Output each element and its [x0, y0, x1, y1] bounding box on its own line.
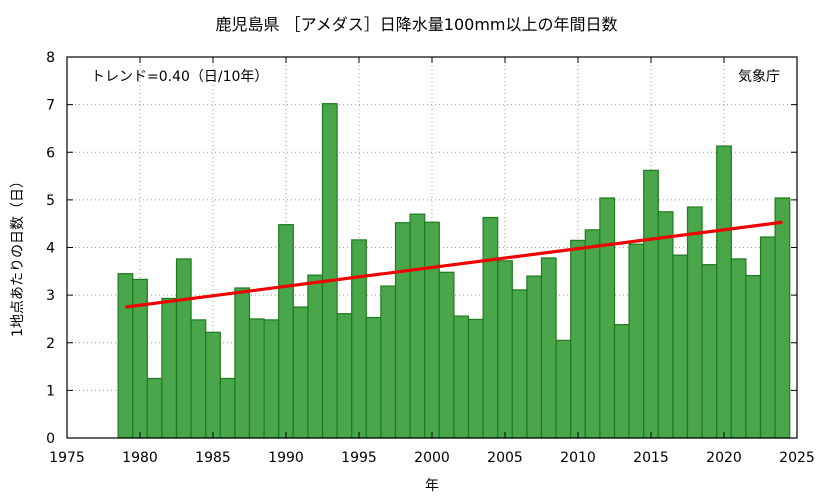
- x-tick-label: 1995: [341, 450, 377, 466]
- bar-1979: [117, 273, 134, 439]
- y-tick-label: 7: [46, 98, 55, 114]
- bar-1983: [175, 258, 192, 439]
- bar-2021: [730, 258, 747, 439]
- bar-2001: [438, 271, 455, 439]
- y-axis-label: 1地点あたりの日数（日）: [10, 174, 26, 337]
- y-tick-label: 1: [46, 383, 55, 399]
- x-tick-label: 1990: [268, 450, 304, 466]
- bar-2023: [759, 236, 776, 439]
- bar-1998: [394, 222, 411, 439]
- trend-annotation: トレンド=0.40（日/10年）: [91, 69, 268, 85]
- bar-1999: [409, 213, 426, 439]
- bar-2018: [686, 206, 703, 439]
- credit-label: 気象庁: [738, 69, 780, 85]
- bar-2017: [672, 254, 689, 439]
- bar-2019: [701, 264, 718, 439]
- x-tick-label: 1975: [49, 450, 85, 466]
- bar-1981: [146, 377, 163, 439]
- x-axis-label: 年: [425, 478, 439, 494]
- y-tick-label: 5: [46, 193, 55, 209]
- x-tick-label: 2005: [487, 450, 523, 466]
- bar-2022: [745, 274, 762, 439]
- bar-2000: [424, 221, 440, 439]
- x-tick-label: 1980: [122, 450, 158, 466]
- x-tick-label: 2000: [414, 450, 450, 466]
- bars-layer: [117, 103, 791, 439]
- bar-2011: [584, 229, 601, 439]
- bar-2020: [716, 145, 732, 439]
- bar-2003: [467, 318, 484, 439]
- bar-1995: [351, 239, 367, 439]
- bar-1982: [161, 297, 178, 439]
- bar-1990: [278, 224, 294, 439]
- x-tick-label: 2020: [706, 450, 742, 466]
- x-tick-label: 1985: [195, 450, 231, 466]
- chart-title: 鹿児島県 ［アメダス］日降水量100mm以上の年間日数: [215, 15, 618, 34]
- bar-2004: [482, 216, 499, 439]
- bar-1993: [321, 103, 338, 439]
- bar-1996: [365, 316, 382, 439]
- bar-2009: [555, 339, 572, 439]
- trend-layer: [125, 220, 783, 309]
- x-tick-label: 2010: [560, 450, 596, 466]
- bar-2024: [774, 197, 791, 439]
- bar-2013: [613, 324, 630, 439]
- bar-1985: [205, 331, 221, 439]
- bar-2014: [628, 243, 645, 439]
- y-tick-label: 6: [46, 145, 55, 161]
- y-tick-label: 8: [46, 50, 55, 66]
- y-tick-label: 4: [46, 241, 55, 257]
- bar-2005: [497, 260, 513, 439]
- y-tick-label: 3: [46, 288, 55, 304]
- bar-1992: [307, 274, 324, 439]
- bar-2008: [540, 257, 557, 439]
- bar-1984: [190, 319, 207, 439]
- bar-1988: [248, 318, 265, 439]
- x-tick-label: 2025: [779, 450, 815, 466]
- y-tick-label: 0: [46, 431, 55, 447]
- bar-1997: [380, 285, 397, 439]
- bar-2007: [526, 275, 543, 439]
- x-tick-label: 2015: [633, 450, 669, 466]
- bar-2010: [570, 239, 586, 439]
- bar-1994: [336, 313, 353, 439]
- trend-line: [125, 220, 783, 309]
- bar-1991: [292, 306, 309, 439]
- bar-2016: [657, 211, 674, 439]
- bar-2015: [643, 169, 659, 439]
- y-tick-label: 2: [46, 336, 55, 352]
- ticks-layer: 0 1 2 3 4 5 6 7 8 1975 1980 1985 1990 1995 2000 2005 201…: [46, 50, 815, 466]
- bar-1989: [263, 319, 280, 439]
- bar-2012: [599, 197, 616, 439]
- bar-1986: [219, 377, 236, 439]
- bar-2002: [453, 315, 470, 439]
- bar-2006: [511, 289, 528, 439]
- bar-1987: [234, 287, 251, 439]
